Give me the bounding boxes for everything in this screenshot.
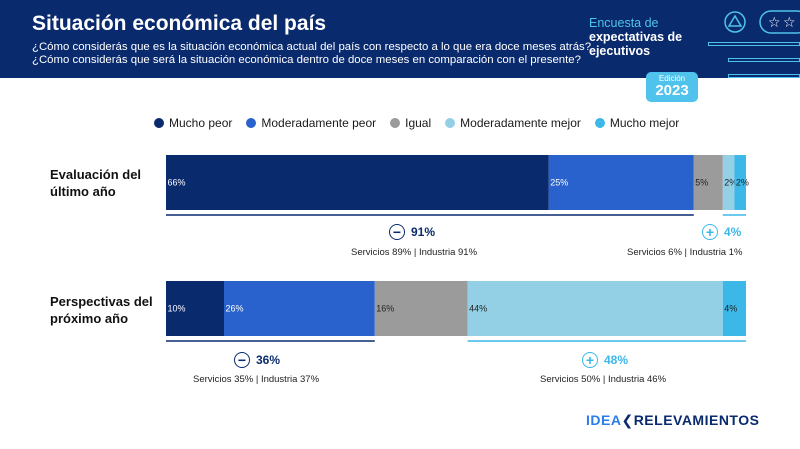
bar-segment-moderadamente-peor (548, 155, 694, 210)
bar-data-label: 66% (168, 178, 186, 188)
summary-value: 4% (724, 225, 742, 239)
survey-title-line3: ejecutivos (589, 44, 651, 58)
brand-logo: IDEA❮RELEVAMIENTOS (586, 412, 759, 429)
legend-dot (154, 118, 164, 128)
legend-dot (390, 118, 401, 128)
summary-negative-row1: − 91% (389, 224, 435, 240)
survey-title: Encuesta de expectativas de ejecutivos (589, 16, 699, 58)
bar-segment-mucho-mejor (722, 281, 746, 336)
row-label-perspectivas: Perspectivas del próximo año (50, 293, 165, 327)
bar-data-label: 25% (550, 178, 568, 188)
survey-title-line1: Encuesta de (589, 16, 659, 30)
svg-text:☆: ☆ (768, 15, 781, 31)
bar-segment-moderadamente-mejor (722, 155, 735, 210)
survey-title-line2: expectativas de (589, 30, 683, 44)
bar-segment-igual (693, 155, 723, 210)
bar-data-label: 2% (724, 178, 737, 188)
rating-stars-icon: ☆ ☆ (759, 10, 800, 34)
summary-detail-positive-row1: Servicios 6% | Industria 1% (627, 247, 743, 258)
summary-detail-negative-row1: Servicios 89% | Industria 91% (351, 247, 478, 258)
row-label-line: último año (50, 184, 116, 199)
legend-dot (246, 118, 257, 128)
summary-value: 91% (411, 225, 436, 239)
bar-segment-moderadamente-mejor (467, 281, 723, 336)
plus-circle-icon: + (582, 352, 598, 368)
edition-year: 2023 (655, 82, 689, 99)
summary-positive-row2: + 48% (582, 352, 628, 368)
legend-label: Igual (405, 116, 432, 130)
bar-segment-mucho-mejor (734, 155, 746, 210)
bar-data-label: 16% (376, 304, 394, 314)
row-label-line: Perspectivas del (50, 294, 153, 309)
bar-segment-moderadamente-peor (224, 281, 375, 336)
subtitle-question-2: ¿Cómo considerás que será la situación e… (32, 54, 581, 66)
summary-value: 36% (256, 353, 281, 367)
row-label-line: próximo año (50, 311, 129, 326)
summary-detail-positive-row2: Servicios 50% | Industria 46% (540, 374, 667, 385)
legend-item-moderadamente-mejor: Moderadamente mejor (445, 116, 581, 130)
bar-segment-mucho-peor (166, 155, 549, 210)
bar-data-label: 4% (724, 304, 737, 314)
legend-item-mucho-mejor: Mucho mejor (594, 116, 680, 130)
subtitle-question-1: ¿Cómo considerás que es la situación eco… (32, 41, 592, 53)
summary-value: 48% (604, 353, 629, 367)
summary-negative-row2: − 36% (234, 352, 280, 368)
legend-label: Mucho peor (169, 116, 233, 130)
svg-text:☆: ☆ (783, 15, 796, 31)
bar-data-label: 10% (168, 304, 186, 314)
legend-item-igual: Igual (390, 116, 431, 130)
brand-part1: IDEA (586, 412, 622, 428)
legend-label: Moderadamente mejor (460, 116, 581, 130)
page-title: Situación económica del país (32, 12, 327, 35)
summary-positive-row1: + 4% (702, 224, 741, 240)
legend-dot (594, 118, 605, 128)
minus-circle-icon: − (389, 224, 405, 240)
brand-chevron-icon: ❮ (621, 412, 634, 428)
row-label-evaluacion: Evaluación del último año (50, 166, 165, 200)
brand-part2: RELEVAMIENTOS (633, 412, 760, 428)
bar-data-label: 44% (469, 304, 487, 314)
legend-item-moderadamente-peor: Moderadamente peor (246, 116, 376, 130)
legend-dot (445, 118, 456, 128)
plus-circle-icon: + (702, 224, 718, 240)
chart-legend: Mucho peor Moderadamente peor Igual Mode… (154, 116, 679, 130)
legend-label: Mucho mejor (609, 116, 680, 130)
bar-segment-igual (374, 281, 468, 336)
legend-label: Moderadamente peor (261, 116, 377, 130)
edition-badge: Edición 2023 (646, 72, 698, 102)
bar-data-label: 26% (226, 304, 244, 314)
bar-data-label: 5% (695, 178, 708, 188)
edition-label: Edición (658, 74, 686, 83)
bar-segment-mucho-peor (166, 281, 224, 336)
row-label-line: Evaluación del (50, 167, 142, 182)
minus-circle-icon: − (234, 352, 250, 368)
triangle-icon (724, 11, 746, 33)
header-banner (0, 0, 800, 78)
legend-item-mucho-peor: Mucho peor (154, 116, 232, 130)
summary-detail-negative-row2: Servicios 35% | Industria 37% (193, 374, 320, 385)
bar-data-label: 2% (736, 178, 749, 188)
